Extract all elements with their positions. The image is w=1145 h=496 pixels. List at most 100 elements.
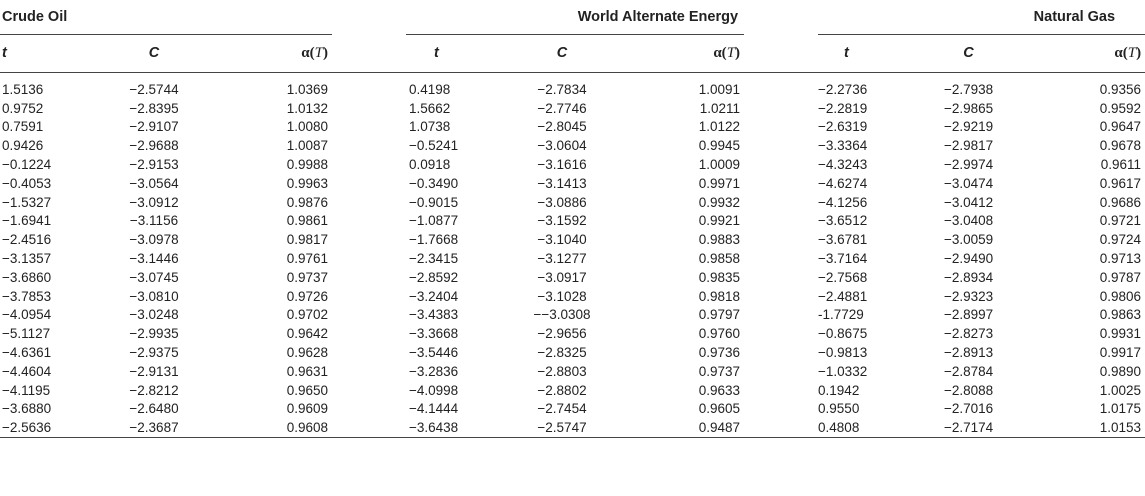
cell-alpha: 1.0009 bbox=[698, 157, 741, 173]
cell-c: −2.9974 bbox=[943, 157, 994, 173]
column-gap bbox=[332, 287, 406, 306]
cell-t: −4.4604 bbox=[2, 363, 52, 379]
cell-c: −2.7834 bbox=[537, 81, 587, 97]
table-row: −1.5327 −3.0912 0.9876 −0.9015 −3.0886 0.9932… bbox=[0, 193, 1145, 212]
cell-alpha: 0.9858 bbox=[698, 251, 741, 267]
cell-t: −4.3243 bbox=[818, 157, 868, 173]
cell-alpha: 0.9678 bbox=[1099, 138, 1142, 154]
cell-c: −2.8088 bbox=[943, 382, 994, 398]
cell-c: −3.0745 bbox=[129, 269, 179, 285]
cell-alpha: 0.9835 bbox=[698, 269, 741, 285]
column-gap bbox=[332, 230, 406, 249]
column-gap bbox=[744, 343, 818, 362]
column-gap bbox=[332, 306, 406, 325]
cell-t: −3.3668 bbox=[409, 326, 459, 342]
cell-t: 1.5662 bbox=[409, 100, 451, 116]
column-header-t: t bbox=[406, 34, 488, 73]
cell-t: 0.4198 bbox=[409, 81, 451, 97]
cell-t: −0.9813 bbox=[818, 345, 868, 361]
column-gap bbox=[332, 212, 406, 231]
cell-alpha: 0.9945 bbox=[698, 138, 741, 154]
column-gap bbox=[332, 249, 406, 268]
cell-alpha: 0.9932 bbox=[698, 194, 741, 210]
cell-c: −3.1156 bbox=[129, 213, 179, 229]
column-gap bbox=[332, 99, 406, 118]
cell-alpha: 0.9797 bbox=[698, 307, 741, 323]
cell-c: −3.0917 bbox=[537, 269, 587, 285]
cell-t: −4.1444 bbox=[409, 401, 459, 417]
column-gap bbox=[332, 418, 406, 438]
column-gap bbox=[744, 118, 818, 137]
cell-alpha: 0.9931 bbox=[1099, 326, 1142, 342]
cell-t: −2.4881 bbox=[818, 288, 868, 304]
cell-c: −2.5747 bbox=[488, 418, 636, 438]
results-table: Crude Oil World Alternate Energy Natural… bbox=[0, 0, 1145, 438]
cell-t: −3.6512 bbox=[818, 213, 868, 229]
cell-alpha: 0.9609 bbox=[286, 401, 328, 417]
cell-alpha: 0.9863 bbox=[1099, 307, 1142, 323]
cell-c: −2.7746 bbox=[537, 100, 587, 116]
cell-t: −3.1357 bbox=[2, 251, 52, 267]
cell-alpha: 0.9890 bbox=[1099, 363, 1142, 379]
table-row: −3.6860 −3.0745 0.9737 −2.8592 −3.0917 0.9835… bbox=[0, 268, 1145, 287]
cell-alpha: 0.9971 bbox=[698, 175, 741, 191]
cell-c: −3.1616 bbox=[537, 157, 587, 173]
column-gap bbox=[744, 306, 818, 325]
cell-alpha: 1.0153 bbox=[1043, 418, 1145, 438]
cell-t: −4.6274 bbox=[818, 175, 868, 191]
column-header-alpha: α(T) bbox=[1043, 34, 1145, 73]
table-row: −4.4604 −2.9131 0.9631 −3.2836 −2.8803 0.9737… bbox=[0, 362, 1145, 381]
cell-c: −2.9375 bbox=[129, 345, 179, 361]
cell-t: −2.8592 bbox=[409, 269, 459, 285]
cell-c: −2.8997 bbox=[943, 307, 994, 323]
column-gap bbox=[744, 249, 818, 268]
cell-t: −1.0332 bbox=[818, 363, 868, 379]
cell-c: −2.9219 bbox=[943, 119, 994, 135]
cell-t: -1.7729 bbox=[818, 307, 864, 323]
cell-alpha: 0.9861 bbox=[286, 213, 328, 229]
cell-alpha: 0.9713 bbox=[1099, 251, 1142, 267]
cell-c: −2.8784 bbox=[943, 363, 994, 379]
cell-t: −2.4516 bbox=[2, 232, 52, 248]
column-gap bbox=[744, 418, 819, 438]
cell-t: −3.6880 bbox=[2, 401, 52, 417]
cell-alpha: 0.9356 bbox=[1099, 81, 1142, 97]
table-row: −4.6361 −2.9375 0.9628 −3.5446 −2.8325 0.9736… bbox=[0, 343, 1145, 362]
table-row: 1.5136 −2.5744 1.0369 0.4198 −2.7834 1.0091 −2… bbox=[0, 80, 1145, 99]
column-gap bbox=[332, 174, 406, 193]
cell-c: −2.7016 bbox=[943, 401, 994, 417]
table-row: −3.7853 −3.0810 0.9726 −3.2404 −3.1028 0.9818… bbox=[0, 287, 1145, 306]
column-gap bbox=[744, 381, 818, 400]
column-gap bbox=[332, 155, 406, 174]
cell-t: −4.1256 bbox=[818, 194, 868, 210]
cell-t: −0.4053 bbox=[2, 175, 52, 191]
column-header-alpha: α(T) bbox=[636, 34, 745, 73]
cell-alpha: 1.0132 bbox=[286, 100, 328, 116]
column-header-c: C bbox=[894, 34, 1044, 73]
cell-alpha: 0.9617 bbox=[1099, 175, 1142, 191]
cell-alpha: 0.9760 bbox=[698, 326, 741, 342]
column-gap bbox=[332, 324, 406, 343]
cell-t: −3.6781 bbox=[818, 232, 868, 248]
cell-c: −2.9490 bbox=[943, 251, 994, 267]
cell-c: −3.0412 bbox=[943, 194, 994, 210]
cell-alpha: 0.9737 bbox=[286, 269, 328, 285]
cell-c: −2.5744 bbox=[129, 81, 179, 97]
cell-alpha: 0.9686 bbox=[1099, 194, 1142, 210]
column-gap bbox=[332, 343, 406, 362]
column-gap bbox=[744, 212, 818, 231]
cell-t: 0.9550 bbox=[818, 401, 860, 417]
cell-alpha: 0.9631 bbox=[286, 363, 328, 379]
cell-alpha: 0.9608 bbox=[230, 418, 332, 438]
cell-t: −2.2819 bbox=[818, 100, 868, 116]
cell-t: −0.9015 bbox=[409, 194, 459, 210]
cell-alpha: 0.9726 bbox=[286, 288, 328, 304]
cell-t: −5.1127 bbox=[2, 326, 51, 342]
column-header-alpha: α(T) bbox=[230, 34, 332, 73]
cell-c: −2.8802 bbox=[537, 382, 587, 398]
column-gap bbox=[332, 362, 406, 381]
cell-t: −0.3490 bbox=[409, 175, 459, 191]
cell-c: −3.0604 bbox=[537, 138, 587, 154]
cell-c: −3.1446 bbox=[129, 251, 179, 267]
column-gap bbox=[332, 193, 406, 212]
